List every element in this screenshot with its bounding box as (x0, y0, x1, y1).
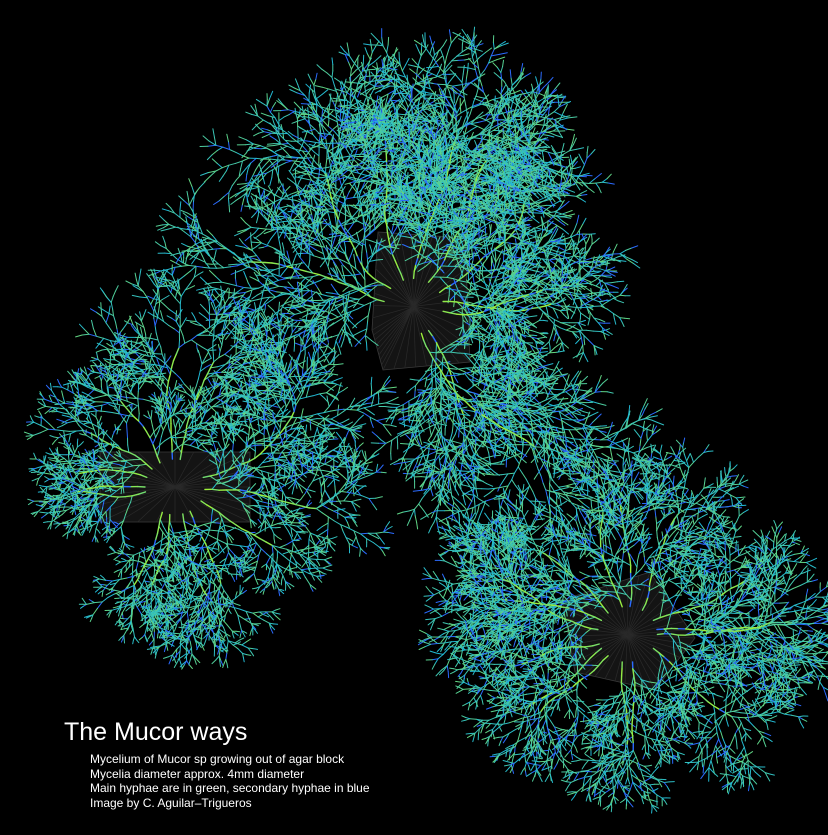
colony-layer (23, 26, 828, 814)
caption-block: The Mucor ways Mycelium of Mucor sp grow… (64, 716, 370, 810)
caption-title: The Mucor ways (64, 716, 370, 748)
caption-line: Main hyphae are in green, secondary hyph… (90, 781, 370, 796)
caption-lines: Mycelium of Mucor sp growing out of agar… (90, 752, 370, 810)
caption-line: Mycelium of Mucor sp growing out of agar… (90, 752, 370, 767)
top-colony (147, 26, 665, 577)
caption-line: Image by C. Aguilar–Trigueros (90, 796, 370, 811)
bottom-right-colony (417, 420, 828, 814)
caption-line: Mycelia diameter approx. 4mm diameter (90, 767, 370, 782)
left-colony (23, 264, 400, 670)
